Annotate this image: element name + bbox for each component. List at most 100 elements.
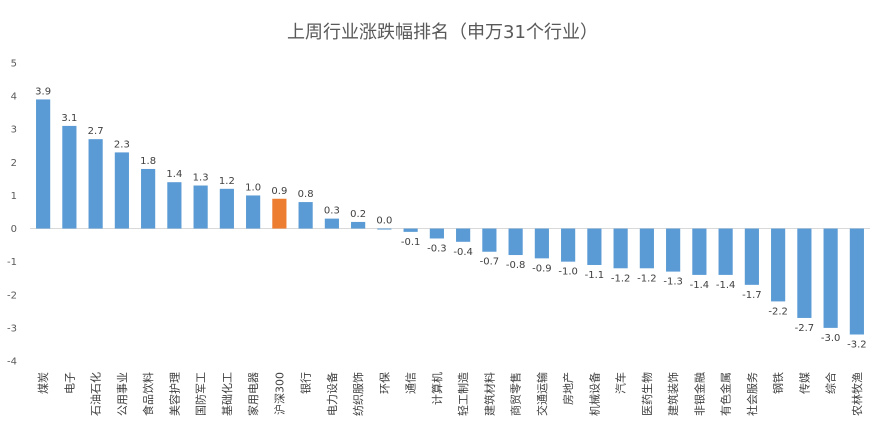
- data-label: -0.9: [532, 263, 552, 274]
- category-label: 轻工制造: [456, 372, 470, 416]
- category-label: 美容护理: [167, 372, 181, 416]
- bar: [849, 228, 864, 335]
- category-label: 汽车: [614, 372, 628, 394]
- category-label: 家用电器: [246, 372, 260, 416]
- category-label: 综合: [824, 372, 838, 394]
- category-label: 非银金融: [692, 372, 706, 416]
- data-label: 2.7: [88, 126, 104, 137]
- data-label: 2.3: [114, 139, 130, 150]
- bar: [639, 228, 654, 269]
- category-label: 银行: [299, 372, 313, 394]
- category-label: 建筑材料: [482, 372, 496, 416]
- bar: [377, 228, 392, 230]
- data-label: -2.7: [795, 323, 815, 334]
- category-label: 房地产: [561, 372, 575, 405]
- data-label: -0.3: [427, 243, 447, 254]
- bar: [718, 228, 733, 275]
- data-label: 1.8: [140, 156, 156, 167]
- category-label: 煤炭: [37, 372, 50, 394]
- data-label: 0.2: [350, 209, 366, 220]
- y-tick-label: 0: [11, 224, 17, 235]
- category-label: 纺织服饰: [351, 372, 365, 416]
- category-label: 传媒: [798, 372, 811, 394]
- category-label: 环保: [377, 372, 391, 394]
- data-label: -3.2: [847, 340, 867, 351]
- data-label: -3.0: [821, 333, 841, 344]
- bar: [561, 228, 576, 262]
- bar: [167, 182, 182, 229]
- category-label: 社会服务: [745, 372, 759, 416]
- bar: [456, 228, 471, 242]
- y-tick-label: -2: [7, 290, 17, 301]
- category-label: 钢铁: [772, 372, 785, 394]
- data-label: -1.0: [558, 267, 578, 278]
- category-label: 沪深300: [272, 372, 286, 415]
- chart-title: 上周行业涨跌幅排名（申万31个行业）: [287, 22, 598, 43]
- data-label: -1.1: [585, 270, 605, 281]
- data-label: 0.3: [324, 206, 340, 217]
- bar: [613, 228, 628, 269]
- bar: [429, 228, 444, 239]
- bar: [403, 228, 418, 232]
- bar: [114, 152, 129, 229]
- category-label: 国防军工: [194, 372, 208, 416]
- bar: [534, 228, 549, 259]
- y-tick-label: 1: [11, 191, 17, 202]
- bar: [587, 228, 602, 265]
- category-label: 石油石化: [89, 372, 103, 416]
- bar: [36, 99, 51, 229]
- data-label: 1.4: [166, 169, 182, 180]
- bar: [797, 228, 812, 318]
- data-label: -1.7: [742, 290, 762, 301]
- data-label: 3.1: [61, 113, 77, 124]
- data-label: 1.0: [245, 182, 261, 193]
- bar: [823, 228, 838, 328]
- data-label: -0.4: [453, 247, 473, 258]
- bar: [324, 218, 339, 229]
- y-tick-label: 2: [11, 158, 17, 169]
- bar: [508, 228, 523, 256]
- category-label: 机械设备: [587, 372, 601, 416]
- bar: [771, 228, 786, 302]
- category-label: 交通运输: [535, 372, 549, 416]
- bar: [272, 198, 287, 229]
- bar: [141, 168, 156, 229]
- y-tick-label: 5: [11, 59, 17, 70]
- category-label: 医药生物: [640, 372, 654, 416]
- category-label: 电子: [63, 372, 76, 394]
- data-label: 0.8: [298, 189, 314, 200]
- category-label: 通信: [405, 372, 418, 394]
- y-tick-label: -4: [7, 357, 17, 368]
- data-label: -0.1: [401, 237, 421, 248]
- bar: [351, 221, 366, 229]
- category-label: 有色金属: [719, 372, 733, 416]
- data-label: 0.9: [271, 186, 287, 197]
- y-tick-label: -1: [7, 257, 17, 268]
- data-label: -1.2: [611, 273, 631, 284]
- category-label: 计算机: [430, 372, 444, 405]
- data-label: -1.4: [716, 280, 736, 291]
- category-label: 商贸零售: [509, 372, 523, 416]
- data-label: -2.2: [768, 306, 788, 317]
- y-tick-label: 3: [11, 125, 17, 136]
- bar: [744, 228, 759, 285]
- bar: [692, 228, 707, 275]
- bar: [88, 139, 103, 229]
- data-label: 1.2: [219, 176, 235, 187]
- y-tick-label: 4: [11, 92, 17, 103]
- data-label: -0.8: [506, 260, 526, 271]
- bar: [666, 228, 681, 272]
- bar: [62, 125, 77, 229]
- bar: [298, 202, 313, 229]
- data-label: 0.0: [376, 216, 392, 227]
- category-label: 建筑装饰: [666, 372, 680, 416]
- data-label: 3.9: [35, 86, 51, 97]
- data-label: -1.2: [637, 273, 657, 284]
- category-label: 公用事业: [116, 372, 129, 416]
- category-label: 基础化工: [220, 372, 234, 416]
- bar: [219, 188, 234, 229]
- category-label: 电力设备: [325, 372, 339, 416]
- bar: [193, 185, 208, 229]
